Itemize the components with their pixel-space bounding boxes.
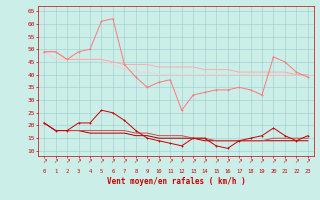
X-axis label: Vent moyen/en rafales ( km/h ): Vent moyen/en rafales ( km/h ) <box>107 177 245 186</box>
